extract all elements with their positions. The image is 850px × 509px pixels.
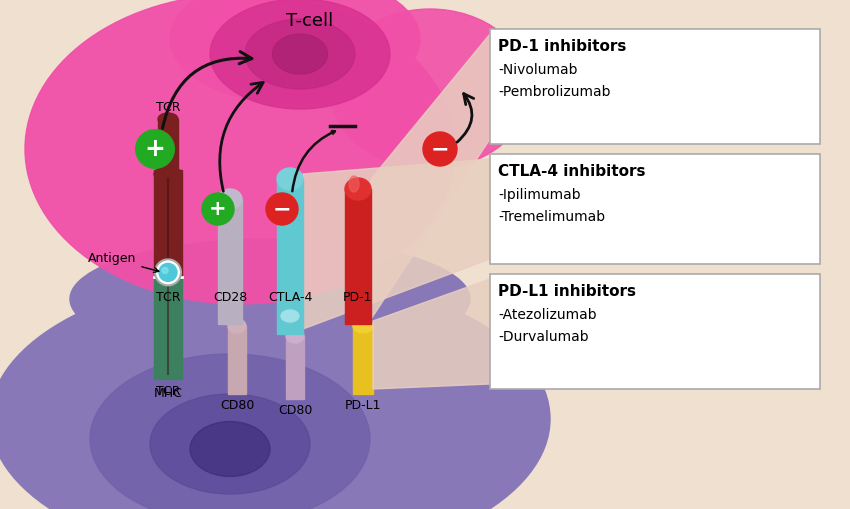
Bar — [154, 170, 182, 277]
Text: -Durvalumab: -Durvalumab — [498, 330, 588, 344]
Text: CTLA-4 inhibitors: CTLA-4 inhibitors — [498, 164, 645, 179]
Ellipse shape — [90, 354, 370, 509]
Circle shape — [202, 193, 234, 225]
Text: -Nivolumab: -Nivolumab — [498, 63, 577, 77]
Text: PD-L1: PD-L1 — [345, 399, 382, 412]
Text: -Tremelimumab: -Tremelimumab — [498, 210, 605, 224]
Bar — [158, 119, 178, 179]
Text: TCR: TCR — [156, 385, 180, 398]
FancyArrowPatch shape — [292, 131, 335, 191]
FancyArrowPatch shape — [220, 82, 264, 191]
Ellipse shape — [281, 310, 299, 322]
Ellipse shape — [190, 421, 270, 476]
Text: Antigen: Antigen — [88, 252, 159, 272]
Ellipse shape — [277, 168, 303, 190]
Ellipse shape — [273, 34, 327, 74]
FancyArrowPatch shape — [162, 51, 252, 128]
Bar — [277, 179, 303, 334]
Polygon shape — [373, 279, 490, 389]
Text: CD80: CD80 — [220, 399, 254, 412]
Bar — [286, 336, 304, 399]
Text: PD-1 inhibitors: PD-1 inhibitors — [498, 39, 626, 54]
Text: CTLA-4: CTLA-4 — [268, 291, 312, 304]
Text: +: + — [209, 199, 227, 219]
Text: TCR: TCR — [156, 101, 180, 114]
Text: -Atezolizumab: -Atezolizumab — [498, 308, 597, 322]
Ellipse shape — [353, 319, 373, 333]
Ellipse shape — [25, 0, 455, 304]
Ellipse shape — [330, 9, 530, 169]
Text: -Ipilimumab: -Ipilimumab — [498, 188, 581, 202]
Ellipse shape — [0, 274, 550, 509]
Ellipse shape — [218, 189, 242, 209]
Text: PD-L1 inhibitors: PD-L1 inhibitors — [498, 284, 636, 299]
Ellipse shape — [345, 178, 371, 200]
Polygon shape — [371, 34, 490, 319]
Text: CD28: CD28 — [212, 291, 247, 304]
Ellipse shape — [154, 167, 182, 181]
FancyArrowPatch shape — [457, 94, 473, 142]
FancyBboxPatch shape — [490, 274, 820, 389]
Text: PD-1: PD-1 — [343, 291, 373, 304]
Text: TCR: TCR — [156, 291, 180, 304]
Ellipse shape — [70, 239, 470, 359]
Circle shape — [162, 267, 168, 273]
Ellipse shape — [210, 0, 390, 109]
Circle shape — [423, 132, 457, 166]
Ellipse shape — [170, 0, 420, 104]
Text: -Pembrolizumab: -Pembrolizumab — [498, 85, 610, 99]
Text: +: + — [144, 137, 166, 161]
Bar — [218, 199, 242, 324]
Bar — [345, 189, 371, 324]
Ellipse shape — [286, 329, 304, 343]
Ellipse shape — [245, 19, 355, 89]
Text: T-cell: T-cell — [286, 12, 333, 30]
Polygon shape — [303, 159, 490, 329]
Circle shape — [159, 263, 177, 281]
Bar — [228, 326, 246, 394]
Ellipse shape — [228, 319, 246, 333]
Ellipse shape — [349, 176, 359, 192]
Bar — [353, 326, 373, 394]
Text: −: − — [431, 139, 450, 159]
Bar — [154, 277, 182, 379]
Text: MHC: MHC — [154, 387, 183, 400]
FancyBboxPatch shape — [490, 154, 820, 264]
Circle shape — [135, 129, 175, 169]
FancyBboxPatch shape — [490, 29, 820, 144]
Circle shape — [155, 260, 181, 286]
Ellipse shape — [158, 113, 178, 125]
Text: −: − — [273, 199, 292, 219]
Circle shape — [266, 193, 298, 225]
Text: CD80: CD80 — [278, 404, 312, 417]
Ellipse shape — [150, 394, 310, 494]
